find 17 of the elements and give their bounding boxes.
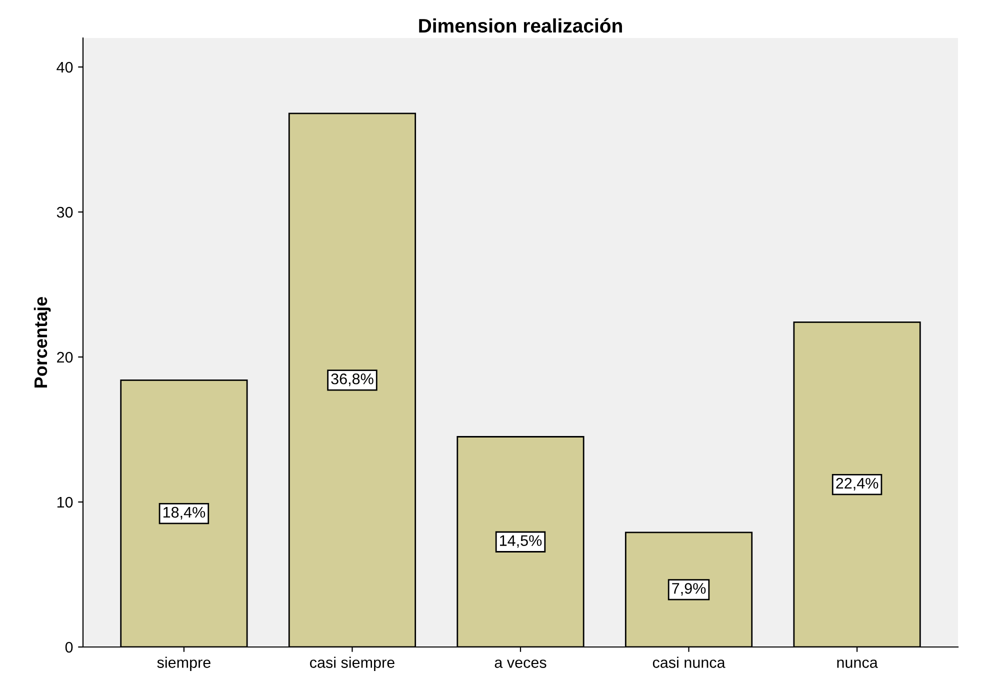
x-tick-label: casi siempre — [310, 656, 394, 671]
data-label: 14,5% — [500, 535, 542, 548]
data-label: 18,4% — [163, 506, 206, 520]
x-tick-label: siempre — [157, 656, 210, 671]
chart-title: Dimension realización — [419, 18, 622, 33]
y-tick-label: 20 — [57, 352, 73, 363]
y-tick-label: 30 — [56, 206, 73, 218]
data-label: 36,8% — [331, 373, 374, 386]
y-tick-label: 0 — [65, 642, 73, 653]
data-label: 22,4% — [836, 478, 878, 491]
y-tick-label: 10 — [57, 496, 73, 508]
data-label: 7,9% — [672, 583, 706, 596]
x-tick-label: nunca — [837, 660, 878, 668]
y-axis-title: Porcentaje — [34, 296, 51, 388]
x-tick-label: a veces — [494, 660, 546, 668]
y-tick-label: 40 — [56, 62, 73, 73]
x-tick-label: casi nunca — [652, 656, 726, 668]
